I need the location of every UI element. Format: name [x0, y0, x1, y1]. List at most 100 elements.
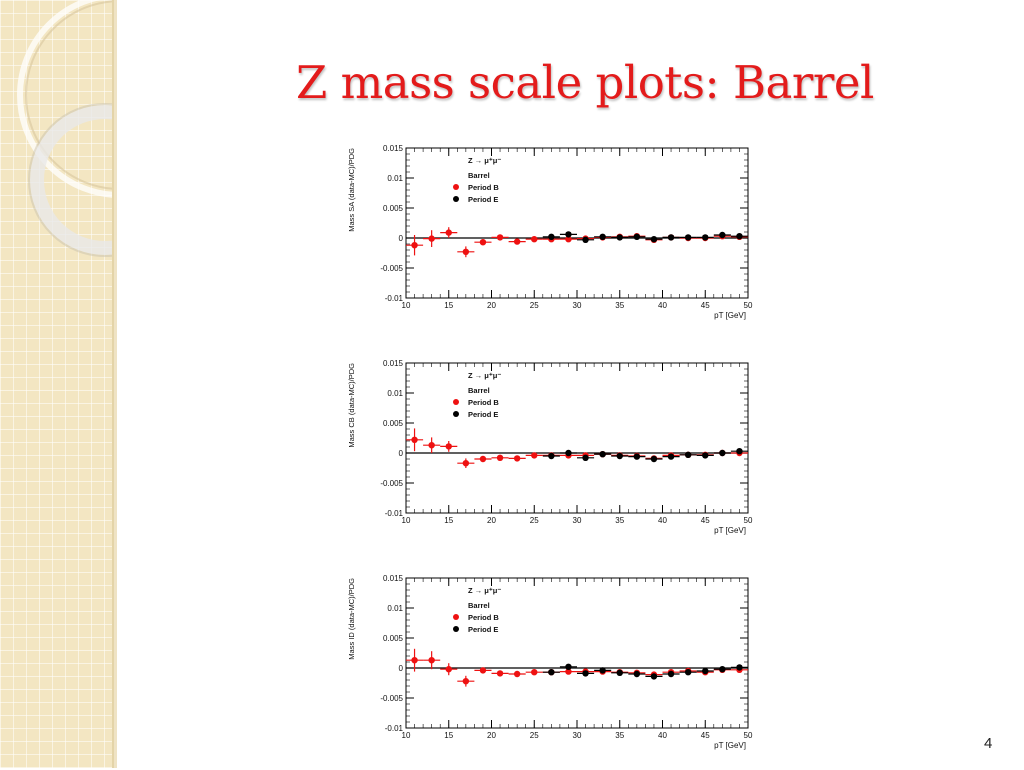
x-tick-label: 20: [487, 516, 496, 525]
data-point-period-e: [736, 233, 743, 240]
y-tick-label: 0.01: [387, 389, 403, 398]
data-point-period-e: [565, 231, 572, 238]
y-tick-label: -0.01: [385, 509, 404, 518]
x-tick-label: 15: [444, 301, 453, 310]
plot-frame: [405, 362, 749, 514]
data-point-period-e: [616, 234, 623, 241]
data-point-period-e: [650, 673, 658, 680]
data-point-period-b: [428, 657, 435, 664]
legend-label-period-e: Period E: [468, 410, 498, 419]
data-point-period-e: [702, 234, 709, 241]
y-tick-label: 0: [399, 664, 404, 673]
x-tick-label: 25: [530, 731, 539, 740]
decorative-ring-large-shadow: [25, 0, 112, 190]
data-point-period-b: [462, 460, 470, 467]
x-tick-label: 15: [444, 731, 453, 740]
data-point-period-b: [479, 239, 487, 246]
data-point-period-e: [616, 669, 623, 676]
data-point-period-b: [531, 236, 538, 243]
legend-subtitle: Barrel: [468, 601, 490, 610]
y-tick-label: 0.015: [383, 359, 404, 368]
data-point-period-e: [565, 663, 572, 670]
data-point-period-e: [702, 452, 709, 459]
legend-subtitle: Barrel: [468, 386, 490, 395]
data-point-period-e: [599, 451, 606, 458]
data-point-period-e: [633, 670, 641, 678]
x-tick-label: 50: [744, 731, 753, 740]
data-point-period-b: [462, 248, 470, 255]
data-point-period-b: [496, 670, 504, 677]
data-point-period-b: [531, 452, 538, 459]
data-point-period-e: [684, 451, 692, 458]
x-tick-label: 50: [744, 516, 753, 525]
y-tick-label: -0.005: [380, 479, 403, 488]
legend-title: Z → μ⁺μ⁻: [468, 371, 501, 380]
y-tick-label: -0.01: [385, 294, 404, 303]
x-tick-label: 35: [615, 516, 624, 525]
data-point-period-b: [565, 236, 572, 243]
x-tick-label: 45: [701, 731, 710, 740]
y-tick-label: 0.005: [383, 204, 404, 213]
data-point-period-e: [650, 236, 658, 243]
data-point-period-e: [599, 233, 606, 240]
x-tick-label: 15: [444, 516, 453, 525]
legend-marker-period-b: [453, 184, 459, 190]
data-point-period-e: [548, 233, 555, 240]
data-point-period-e: [599, 667, 606, 674]
plot-panel-mass-sa: 0.015 0.01 0.005 0 -0.005 -0.01 10 15 20 25 30 35 40…: [340, 140, 760, 340]
legend-label-period-e: Period E: [468, 195, 498, 204]
plot-panel-mass-id: 0.015 0.01 0.005 0 -0.005 -0.01 10 15 20 25 30 35 40…: [340, 570, 760, 770]
data-point-period-e: [719, 449, 726, 457]
data-point-period-e: [667, 453, 675, 460]
y-tick-label: 0.015: [383, 574, 404, 583]
decorative-ring-small: [30, 105, 112, 255]
data-point-period-e: [633, 453, 641, 460]
data-point-period-b: [411, 242, 418, 249]
data-point-period-e: [702, 667, 709, 675]
x-tick-label: 30: [573, 516, 582, 525]
y-axis-title: Mass SA (data-MC)/PDG: [347, 148, 356, 232]
data-point-period-b: [513, 238, 521, 245]
data-point-period-e: [633, 233, 641, 240]
y-tick-label: -0.005: [380, 264, 403, 273]
x-tick-label: 30: [573, 301, 582, 310]
data-point-period-e: [582, 454, 589, 461]
data-point-period-b: [513, 455, 521, 462]
data-point-period-b: [513, 670, 521, 678]
data-point-period-b: [531, 669, 538, 676]
data-point-period-b: [428, 235, 435, 242]
data-point-period-e: [650, 455, 658, 463]
data-point-period-e: [616, 452, 623, 460]
x-tick-label: 35: [615, 731, 624, 740]
legend-label-period-b: Period B: [468, 613, 499, 622]
legend-marker-period-e: [453, 626, 459, 632]
data-point-period-e: [719, 666, 726, 673]
y-tick-label: 0.005: [383, 419, 404, 428]
plot-frame: [405, 147, 749, 299]
decorative-ring-large: [17, 0, 112, 198]
data-point-period-b: [565, 668, 572, 675]
y-tick-label: 0: [399, 449, 404, 458]
x-tick-label: 40: [658, 731, 667, 740]
data-point-period-b: [479, 455, 487, 463]
x-tick-label: 30: [573, 731, 582, 740]
page-number: 4: [984, 735, 993, 752]
legend-label-period-b: Period B: [468, 398, 499, 407]
y-tick-label: 0.01: [387, 174, 403, 183]
legend-subtitle: Barrel: [468, 171, 490, 180]
decorative-rings: [17, 0, 112, 257]
x-tick-label: 10: [402, 731, 411, 740]
x-axis-title: pT [GeV]: [714, 741, 746, 750]
legend-title: Z → μ⁺μ⁻: [468, 586, 501, 595]
legend-marker-period-b: [453, 399, 459, 405]
decorative-side-panel: [0, 0, 114, 768]
data-point-period-e: [565, 449, 572, 457]
y-axis-title: Mass ID (data-MC)/PDG: [347, 578, 356, 660]
data-point-period-b: [445, 229, 452, 236]
legend-marker-period-e: [453, 411, 459, 417]
data-point-period-b: [428, 442, 435, 449]
data-point-period-e: [582, 236, 589, 243]
x-tick-label: 50: [744, 301, 753, 310]
